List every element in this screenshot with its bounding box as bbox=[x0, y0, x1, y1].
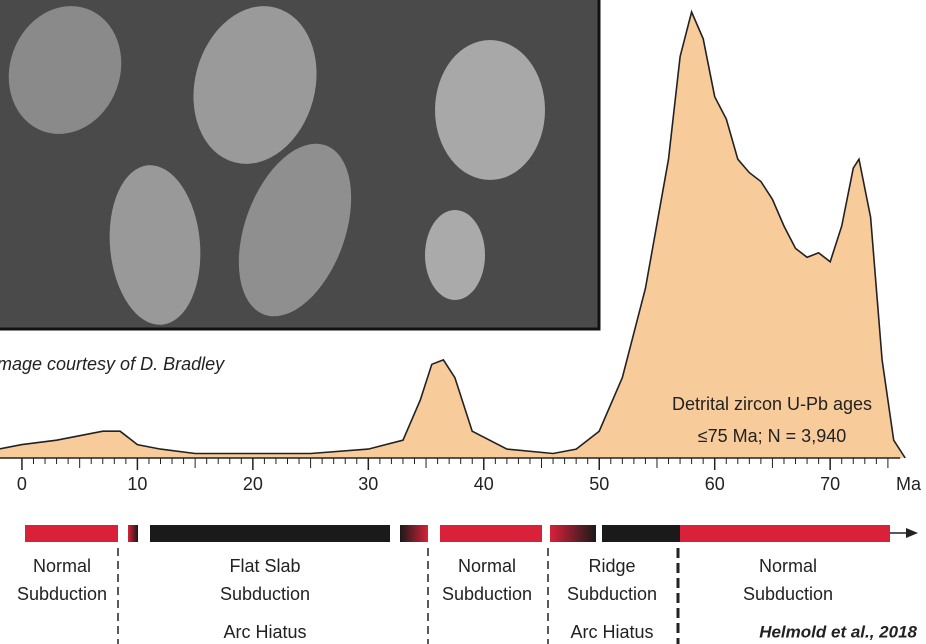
phase-label: Subduction bbox=[17, 584, 107, 604]
x-tick-label: 30 bbox=[358, 474, 378, 494]
image-caption: Image courtesy of D. Bradley bbox=[0, 354, 225, 374]
phase-label: Ridge bbox=[588, 556, 635, 576]
phase-label: Normal bbox=[458, 556, 516, 576]
x-tick-label: 20 bbox=[243, 474, 263, 494]
figure: 0 10 20 30 40 50 60 70 Ma Image courtesy of D. B… bbox=[0, 0, 926, 644]
x-tick-label: 10 bbox=[127, 474, 147, 494]
x-tick-label: 50 bbox=[589, 474, 609, 494]
zircon-image bbox=[0, 0, 599, 332]
phase-label: Flat Slab bbox=[229, 556, 300, 576]
phase-label: Subduction bbox=[220, 584, 310, 604]
phase-label: Normal bbox=[759, 556, 817, 576]
x-tick-label: 60 bbox=[705, 474, 725, 494]
credit: Helmold et al., 2018 bbox=[759, 622, 917, 641]
x-tick-label: 40 bbox=[474, 474, 494, 494]
x-tick-label: 0 bbox=[17, 474, 27, 494]
phase-label: Arc Hiatus bbox=[223, 622, 306, 642]
phase-label: Subduction bbox=[743, 584, 833, 604]
phase-label: Arc Hiatus bbox=[570, 622, 653, 642]
annotation: Detrital zircon U-Pb ages bbox=[672, 394, 872, 414]
phase-label: Subduction bbox=[442, 584, 532, 604]
x-tick-label: 70 bbox=[820, 474, 840, 494]
phase-label: Normal bbox=[33, 556, 91, 576]
x-axis-label: Ma bbox=[896, 474, 922, 494]
phase-label: Subduction bbox=[567, 584, 657, 604]
annotation: ≤75 Ma; N = 3,940 bbox=[698, 426, 846, 446]
